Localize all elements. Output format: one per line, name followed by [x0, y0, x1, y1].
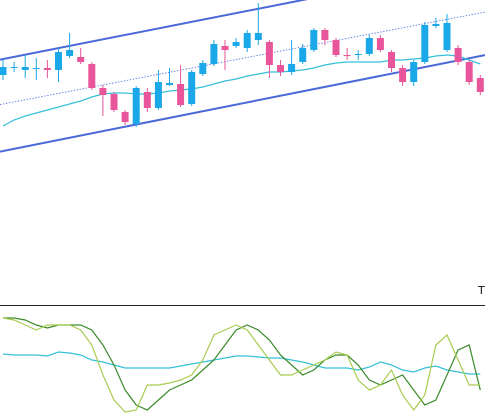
candle-body: [454, 48, 462, 62]
moving-average: [2, 54, 481, 127]
candle-body: [221, 46, 229, 50]
candle-body: [99, 88, 107, 95]
candle-body: [110, 94, 118, 110]
candle-body: [399, 68, 407, 82]
candle-body: [188, 72, 196, 104]
candle-body: [88, 64, 96, 88]
candle-body: [254, 33, 262, 40]
indicator-line: [2, 317, 481, 413]
candle-body: [376, 38, 384, 50]
candle-body: [421, 25, 429, 62]
candle-body: [55, 52, 62, 70]
candle-body: [310, 30, 318, 50]
trend-line: [0, 11, 485, 105]
candle-body: [66, 50, 74, 56]
candle-body: [199, 63, 207, 74]
candle-body: [177, 84, 185, 105]
candle-body: [410, 62, 418, 82]
candle-body: [365, 38, 373, 54]
candle-body: [243, 33, 251, 48]
candle-body: [465, 62, 473, 82]
candle-body: [43, 68, 51, 70]
candle-body: [388, 52, 395, 68]
candle-body: [343, 55, 351, 56]
candle-body: [77, 57, 85, 62]
candle-body: [121, 112, 129, 122]
candle-body: [443, 23, 451, 50]
candle-body: [277, 65, 284, 72]
candle-body: [354, 54, 362, 55]
annotation: Ti: [477, 284, 485, 297]
candle-body: [476, 78, 484, 92]
candle-body: [210, 44, 218, 64]
candle-body: [32, 68, 40, 69]
candle-body: [0, 67, 7, 75]
candle-body: [166, 83, 173, 85]
candle-body: [143, 92, 151, 108]
candle-body: [288, 64, 296, 72]
candle-body: [299, 48, 307, 62]
candle-body: [321, 30, 329, 40]
candle-body: [332, 40, 340, 55]
candle-body: [10, 67, 18, 68]
candle-body: [132, 88, 140, 124]
candle-body: [265, 42, 273, 65]
indicator-line: [3, 317, 481, 411]
candle-body: [432, 24, 440, 26]
candle-body: [21, 67, 29, 70]
candle-body: [154, 82, 162, 108]
indicator-line: [2, 351, 481, 375]
candle-body: [232, 42, 240, 46]
trend-line: [0, 0, 308, 61]
